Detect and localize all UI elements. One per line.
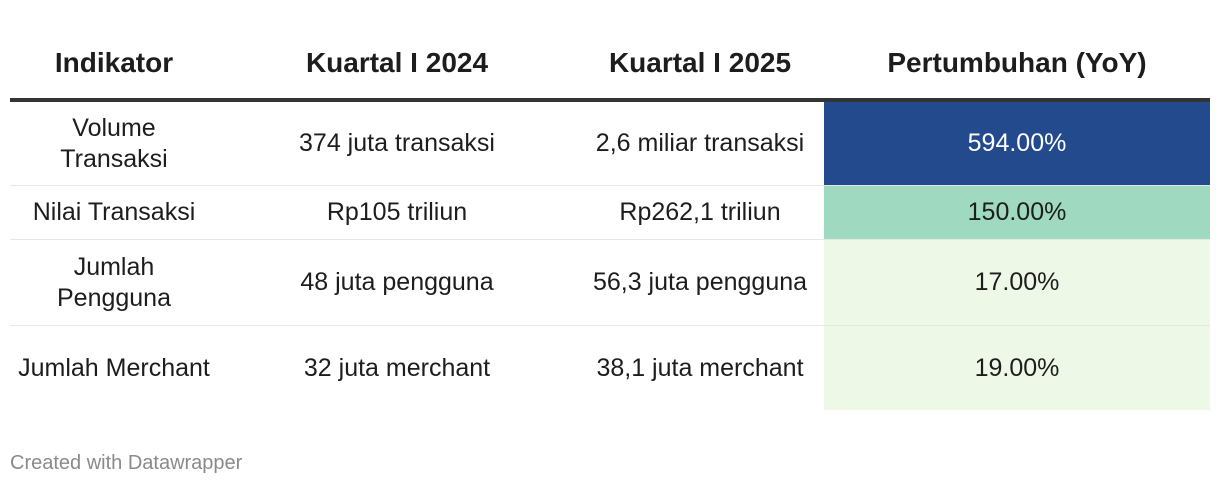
cell-q1-2024: 374 juta transaksi: [218, 100, 576, 186]
cell-q1-2025: Rp262,1 triliun: [576, 185, 824, 240]
table-row: Jumlah Pengguna 48 juta pengguna 56,3 ju…: [10, 239, 1210, 326]
table-header-row: Indikator Kuartal I 2024 Kuartal I 2025 …: [10, 28, 1210, 102]
data-table: Indikator Kuartal I 2024 Kuartal I 2025 …: [10, 28, 1210, 410]
cell-growth: 17.00%: [824, 239, 1210, 326]
cell-q1-2025: 56,3 juta pengguna: [576, 239, 824, 326]
cell-growth: 19.00%: [824, 325, 1210, 410]
cell-growth: 150.00%: [824, 185, 1210, 240]
cell-q1-2025: 2,6 miliar transaksi: [576, 100, 824, 186]
column-header-kuartal-2025[interactable]: Kuartal I 2025: [576, 28, 824, 102]
column-header-pertumbuhan[interactable]: Pertumbuhan (YoY): [824, 28, 1210, 102]
cell-q1-2024: 48 juta pengguna: [218, 239, 576, 326]
cell-indikator: Jumlah Pengguna: [10, 239, 218, 326]
cell-indikator: Nilai Transaksi: [10, 185, 218, 240]
cell-q1-2024: Rp105 triliun: [218, 185, 576, 240]
cell-q1-2024: 32 juta merchant: [303, 353, 491, 382]
cell-indikator: Volume Transaksi: [10, 100, 218, 186]
table-row: Volume Transaksi 374 juta transaksi 2,6 …: [10, 100, 1210, 186]
cell-growth: 594.00%: [824, 100, 1210, 186]
column-header-indikator[interactable]: Indikator: [10, 28, 218, 102]
table-row: Jumlah Merchant 32 juta merchant 38,1 ju…: [10, 325, 1210, 410]
footer-credit[interactable]: Created with Datawrapper: [10, 452, 243, 474]
data-table-container: Indikator Kuartal I 2024 Kuartal I 2025 …: [10, 28, 1210, 410]
cell-q1-2025: 38,1 juta merchant: [596, 353, 804, 382]
table-row: Nilai Transaksi Rp105 triliun Rp262,1 tr…: [10, 185, 1210, 240]
cell-indikator: Jumlah Merchant: [18, 353, 210, 382]
column-header-kuartal-2024[interactable]: Kuartal I 2024: [218, 28, 576, 102]
